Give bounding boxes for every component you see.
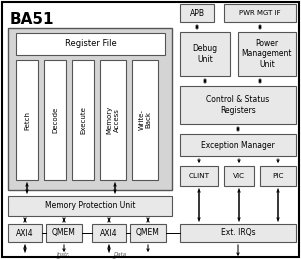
Bar (72, 60, 94, 180)
Text: AXI4: AXI4 (100, 228, 118, 238)
Bar (180, 134, 296, 156)
Text: Decode: Decode (52, 107, 58, 133)
Text: Execute: Execute (80, 106, 86, 134)
Bar (8, 196, 172, 216)
Text: Memory
Access: Memory Access (107, 106, 119, 134)
Text: VIC: VIC (233, 173, 245, 179)
Bar (16, 33, 165, 55)
Text: PIC: PIC (272, 173, 284, 179)
Text: Memory Protection Unit: Memory Protection Unit (45, 202, 135, 211)
Text: QMEM: QMEM (136, 228, 160, 238)
Bar (46, 224, 82, 242)
Text: Debug
Unit: Debug Unit (192, 44, 218, 64)
Text: PWR MGT IF: PWR MGT IF (239, 10, 281, 16)
Text: APB: APB (190, 9, 204, 18)
Text: BA51: BA51 (10, 12, 54, 27)
Text: Power
Management
Unit: Power Management Unit (242, 39, 292, 69)
Text: Exception Manager: Exception Manager (201, 140, 275, 149)
Bar (44, 60, 66, 180)
Bar (8, 28, 172, 190)
Bar (224, 4, 296, 22)
Text: Register File: Register File (65, 40, 116, 48)
Text: Data
Buses: Data Buses (112, 252, 128, 259)
Text: Control & Status
Registers: Control & Status Registers (206, 95, 270, 115)
Bar (100, 60, 126, 180)
Text: Instr.
Buses: Instr. Buses (56, 252, 72, 259)
Bar (238, 32, 296, 76)
Bar (180, 32, 230, 76)
Bar (180, 224, 296, 242)
Text: CLINT: CLINT (188, 173, 209, 179)
Text: AXI4: AXI4 (16, 228, 34, 238)
Bar (16, 60, 38, 180)
Bar (180, 4, 214, 22)
Bar (132, 60, 158, 180)
Bar (260, 166, 296, 186)
Text: QMEM: QMEM (52, 228, 76, 238)
Bar (224, 166, 254, 186)
Text: Write-
Back: Write- Back (138, 110, 151, 131)
Bar (180, 166, 218, 186)
Bar (8, 224, 42, 242)
Bar (130, 224, 166, 242)
Text: Ext. IRQs: Ext. IRQs (221, 228, 255, 238)
Text: Fetch: Fetch (24, 111, 30, 130)
Bar (180, 86, 296, 124)
Bar (92, 224, 126, 242)
